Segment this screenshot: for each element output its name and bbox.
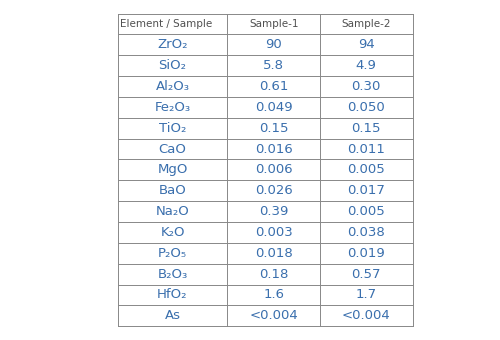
Text: 0.005: 0.005 bbox=[348, 205, 385, 218]
Text: P₂O₅: P₂O₅ bbox=[158, 247, 187, 260]
Text: CaO: CaO bbox=[158, 142, 186, 156]
Text: MgO: MgO bbox=[158, 164, 188, 176]
Text: 0.57: 0.57 bbox=[352, 268, 381, 280]
Text: HfO₂: HfO₂ bbox=[157, 288, 188, 302]
Text: 0.30: 0.30 bbox=[352, 80, 381, 93]
Text: 0.026: 0.026 bbox=[255, 184, 292, 197]
Text: B₂O₃: B₂O₃ bbox=[158, 268, 188, 280]
Text: Na₂O: Na₂O bbox=[156, 205, 190, 218]
Text: 0.019: 0.019 bbox=[348, 247, 385, 260]
Text: Fe₂O₃: Fe₂O₃ bbox=[154, 101, 190, 114]
Text: 0.018: 0.018 bbox=[255, 247, 292, 260]
Text: 1.7: 1.7 bbox=[356, 288, 377, 302]
Text: Sample-1: Sample-1 bbox=[249, 19, 298, 29]
Text: As: As bbox=[164, 309, 180, 322]
Text: 0.017: 0.017 bbox=[348, 184, 385, 197]
Text: SiO₂: SiO₂ bbox=[158, 59, 186, 72]
Text: <0.004: <0.004 bbox=[250, 309, 298, 322]
Text: ZrO₂: ZrO₂ bbox=[157, 38, 188, 51]
Text: 0.038: 0.038 bbox=[348, 226, 385, 239]
Text: 0.016: 0.016 bbox=[255, 142, 292, 156]
Text: 0.18: 0.18 bbox=[259, 268, 288, 280]
Text: 1.6: 1.6 bbox=[263, 288, 284, 302]
Text: 4.9: 4.9 bbox=[356, 59, 376, 72]
Text: 0.15: 0.15 bbox=[259, 122, 288, 135]
Text: 0.15: 0.15 bbox=[352, 122, 381, 135]
Text: Al₂O₃: Al₂O₃ bbox=[156, 80, 190, 93]
Text: 0.011: 0.011 bbox=[348, 142, 385, 156]
Text: 0.61: 0.61 bbox=[259, 80, 288, 93]
Text: BaO: BaO bbox=[158, 184, 186, 197]
Text: 0.050: 0.050 bbox=[348, 101, 385, 114]
Text: K₂O: K₂O bbox=[160, 226, 185, 239]
Text: 0.39: 0.39 bbox=[259, 205, 288, 218]
Text: <0.004: <0.004 bbox=[342, 309, 390, 322]
Text: 0.003: 0.003 bbox=[255, 226, 292, 239]
Text: 0.049: 0.049 bbox=[255, 101, 292, 114]
Text: 5.8: 5.8 bbox=[263, 59, 284, 72]
Text: 0.005: 0.005 bbox=[348, 164, 385, 176]
Text: TiO₂: TiO₂ bbox=[159, 122, 186, 135]
Text: 0.006: 0.006 bbox=[255, 164, 292, 176]
Text: Element / Sample: Element / Sample bbox=[120, 19, 212, 29]
Text: Sample-2: Sample-2 bbox=[342, 19, 391, 29]
Text: 90: 90 bbox=[266, 38, 282, 51]
Text: 94: 94 bbox=[358, 38, 374, 51]
